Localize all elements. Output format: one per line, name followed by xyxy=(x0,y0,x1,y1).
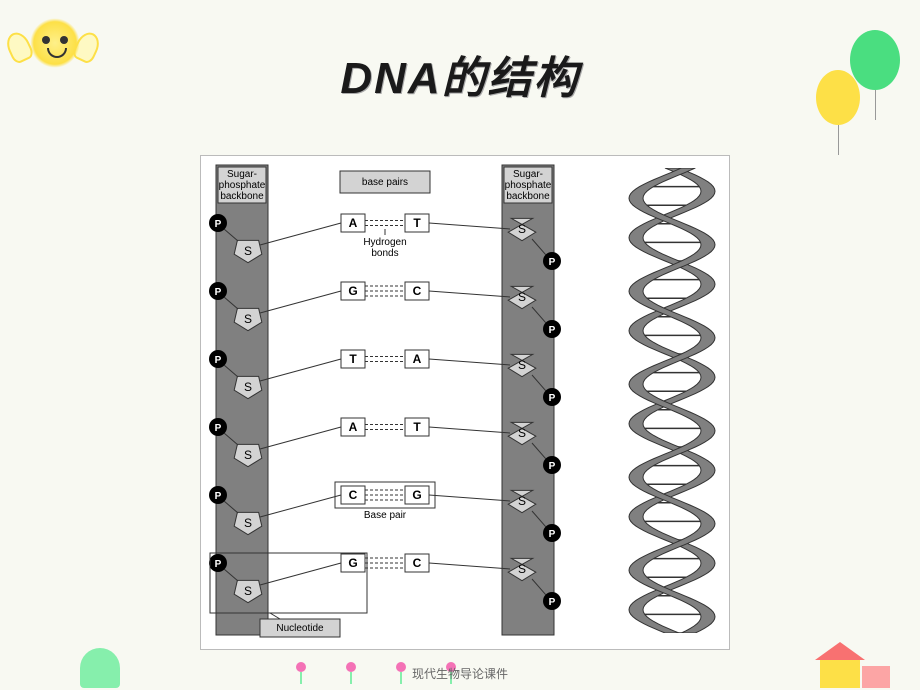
svg-text:P: P xyxy=(549,257,556,268)
dna-helix xyxy=(627,168,717,633)
svg-text:P: P xyxy=(549,393,556,404)
svg-text:C: C xyxy=(413,284,422,298)
svg-text:P: P xyxy=(215,491,222,502)
svg-text:P: P xyxy=(549,529,556,540)
svg-text:G: G xyxy=(412,488,421,502)
svg-text:P: P xyxy=(215,355,222,366)
svg-text:A: A xyxy=(413,352,422,366)
decoration-balloon-yellow xyxy=(816,70,860,125)
svg-text:A: A xyxy=(349,216,358,230)
svg-text:Hydrogenbonds: Hydrogenbonds xyxy=(363,237,406,259)
decoration-sun xyxy=(30,18,80,68)
svg-text:C: C xyxy=(349,488,358,502)
svg-text:S: S xyxy=(244,380,252,394)
svg-text:S: S xyxy=(518,494,526,508)
svg-text:G: G xyxy=(348,556,357,570)
dna-diagram: Sugar-phosphatebackboneSugar-phosphateba… xyxy=(200,155,730,650)
svg-text:S: S xyxy=(518,222,526,236)
svg-text:A: A xyxy=(349,420,358,434)
page-title: DNA的结构 xyxy=(0,0,920,106)
svg-text:T: T xyxy=(349,352,357,366)
footer-text: 现代生物导论课件 xyxy=(0,665,920,682)
svg-text:C: C xyxy=(413,556,422,570)
svg-text:S: S xyxy=(518,426,526,440)
svg-text:G: G xyxy=(348,284,357,298)
svg-text:S: S xyxy=(518,290,526,304)
svg-text:P: P xyxy=(215,287,222,298)
svg-text:P: P xyxy=(549,461,556,472)
svg-text:Nucleotide: Nucleotide xyxy=(276,623,324,634)
svg-text:S: S xyxy=(244,516,252,530)
svg-text:S: S xyxy=(244,584,252,598)
decoration-balloon-green xyxy=(850,30,900,90)
svg-text:P: P xyxy=(549,325,556,336)
svg-text:T: T xyxy=(413,420,421,434)
svg-text:P: P xyxy=(215,219,222,230)
svg-text:S: S xyxy=(518,562,526,576)
svg-text:P: P xyxy=(215,423,222,434)
svg-text:S: S xyxy=(244,448,252,462)
svg-text:S: S xyxy=(244,312,252,326)
svg-text:Base pair: Base pair xyxy=(364,510,407,521)
svg-text:S: S xyxy=(518,358,526,372)
svg-text:P: P xyxy=(549,597,556,608)
dna-ladder: Sugar-phosphatebackboneSugar-phosphateba… xyxy=(206,161,606,646)
svg-text:base pairs: base pairs xyxy=(362,177,408,188)
svg-text:T: T xyxy=(413,216,421,230)
svg-text:P: P xyxy=(215,559,222,570)
svg-text:S: S xyxy=(244,244,252,258)
